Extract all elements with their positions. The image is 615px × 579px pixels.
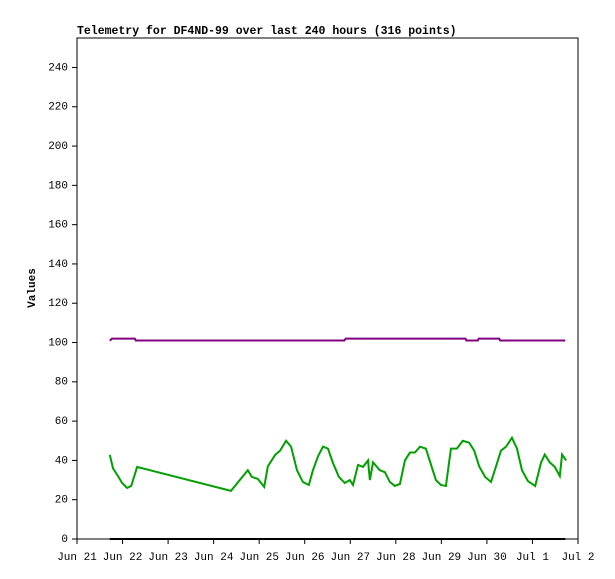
y-tick-label: 220 [48, 102, 68, 114]
x-tick-label: Jun 25 [239, 552, 279, 564]
y-tick-label: 240 [48, 62, 68, 74]
y-tick-label: 180 [48, 180, 68, 192]
x-tick-label: Jun 30 [467, 552, 507, 564]
x-tick-label: Jun 28 [376, 552, 416, 564]
y-tick-label: 20 [55, 495, 68, 507]
x-tick-label: Jun 27 [330, 552, 370, 564]
x-tick-label: Jul 1 [516, 552, 549, 564]
series-line [109, 337, 566, 342]
x-tick-label: Jun 29 [422, 552, 462, 564]
y-tick-label: 0 [61, 534, 68, 546]
x-tick-label: Jun 23 [148, 552, 188, 564]
y-tick-label: 60 [55, 416, 68, 428]
series-line [108, 435, 567, 492]
y-tick-label: 100 [48, 337, 68, 349]
y-tick-label: 40 [55, 455, 68, 467]
x-tick-label: Jun 24 [194, 552, 234, 564]
y-tick-label: 160 [48, 220, 68, 232]
y-tick-label: 200 [48, 141, 68, 153]
x-tick-label: Jun 26 [285, 552, 325, 564]
chart-title: Telemetry for DF4ND-99 over last 240 hou… [77, 25, 457, 38]
y-tick-label: 120 [48, 298, 68, 310]
x-tick-label: Jul 2 [561, 552, 594, 564]
y-axis-label: Values [27, 268, 39, 308]
plot-frame [76, 37, 579, 540]
x-tick-label: Jun 22 [103, 552, 143, 564]
x-tick-label: Jun 21 [57, 552, 97, 564]
y-tick-label: 140 [48, 259, 68, 271]
y-tick-label: 80 [55, 377, 68, 389]
